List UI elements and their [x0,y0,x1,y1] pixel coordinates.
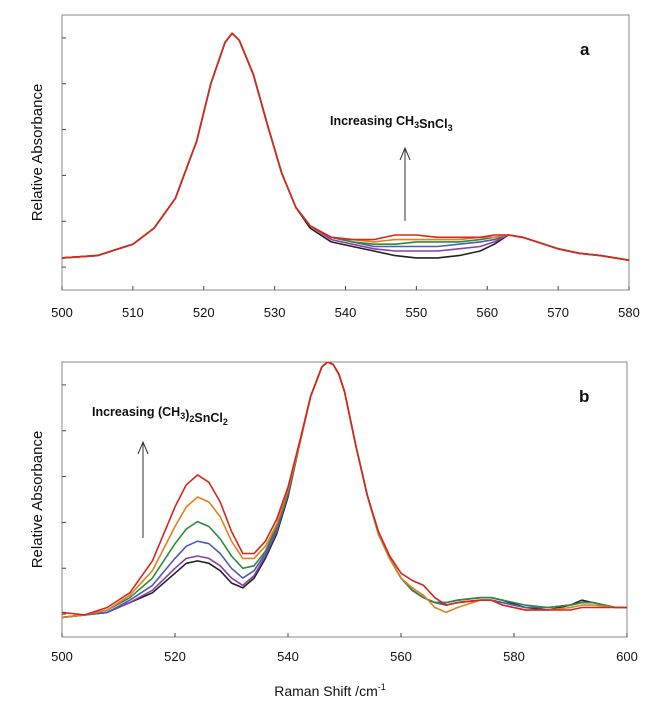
series-line-series-3 [62,32,629,261]
series-line-series-2 [62,362,627,619]
x-tick-label: 510 [122,305,144,320]
x-tick-label: 500 [51,305,73,320]
x-tick-label: 580 [503,649,525,664]
annotation-text: Increasing (CH3)2SnCl2 [92,405,228,427]
panel-label: b [579,387,589,406]
x-tick-label: 540 [277,649,299,664]
x-tick-label: 500 [51,649,73,664]
x-tick-label: 560 [476,305,498,320]
series-line-series-1 [62,362,627,619]
x-tick-label: 520 [164,649,186,664]
arrow-head-icon [137,440,149,455]
chart-panel-b: 500 520 540 560 580 600 Relative Absorbance b In… [29,361,638,699]
arrow-head-icon [399,146,411,161]
x-tick-label: 530 [264,305,286,320]
y-axis-label: Relative Absorbance [29,84,46,222]
x-tick-label: 540 [335,305,357,320]
x-tick-label: 520 [193,305,215,320]
x-tick-label: 580 [618,305,640,320]
series-line-series-6 [62,362,627,616]
series-line-series-2 [62,32,629,261]
x-tick-label: 560 [390,649,412,664]
panel-label: a [580,40,590,59]
series-line-series-6 [62,32,629,261]
series-line-series-1 [62,32,629,261]
y-axis-label: Relative Absorbance [29,431,46,569]
chart-panel-a: 500 510 520 530 540 550 560 570 580 Relative Abso… [29,14,640,320]
series-line-series-3 [62,362,627,619]
plot-frame [61,361,628,638]
series-line-series-5 [62,362,627,619]
annotation-text: Increasing CH3SnCl3 [330,114,453,133]
x-axis-label: Raman Shift /cm-1 [274,682,386,699]
series-line-series-4 [62,32,629,261]
x-tick-label: 570 [547,305,569,320]
plot-frame [61,14,630,291]
series-line-series-5 [62,32,629,261]
x-tick-label: 600 [616,649,638,664]
series-line-series-4 [62,362,627,619]
x-tick-label: 550 [406,305,428,320]
